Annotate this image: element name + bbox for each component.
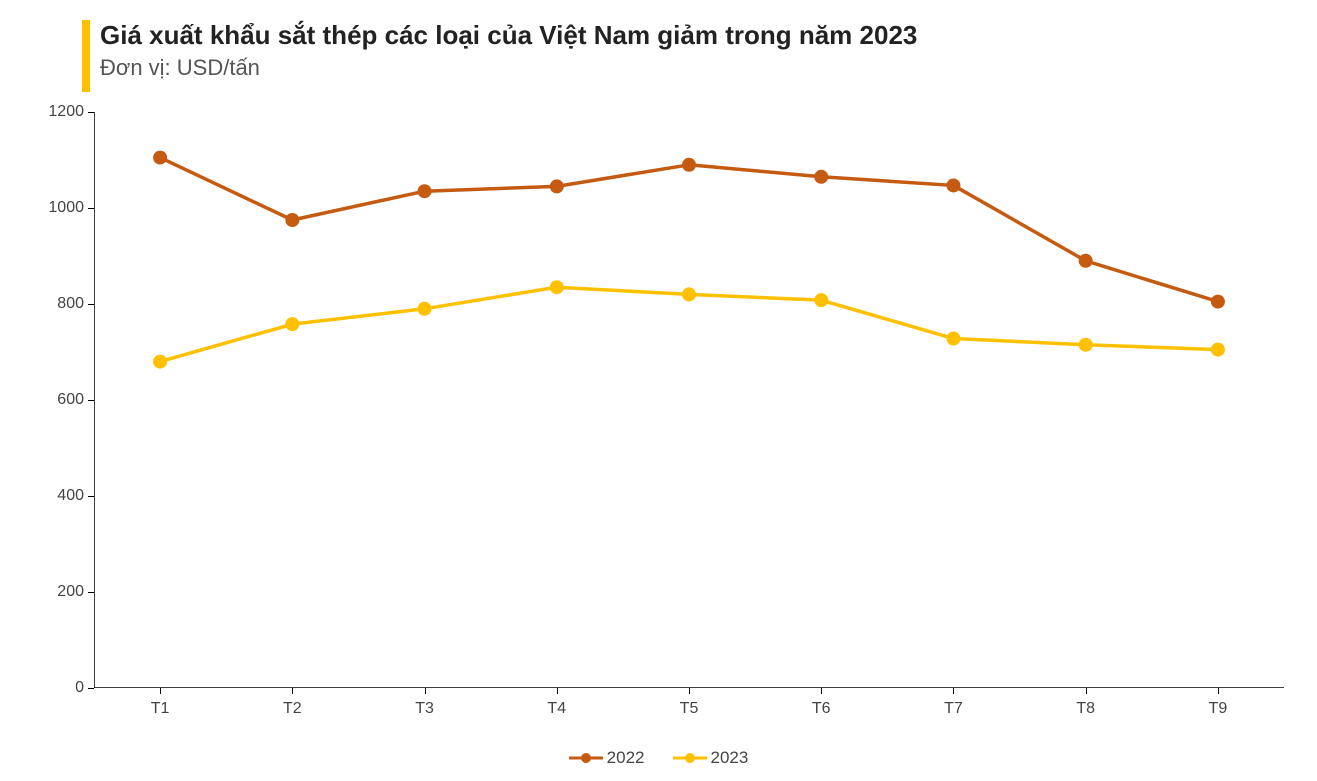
x-tick <box>821 688 822 694</box>
y-axis-label: 800 <box>57 295 84 313</box>
x-tick <box>689 688 690 694</box>
legend-swatch <box>569 751 603 765</box>
legend-label: 2022 <box>607 748 645 768</box>
series-marker <box>418 302 432 316</box>
series-marker <box>814 170 828 184</box>
y-tick <box>88 304 94 305</box>
series-marker <box>1211 295 1225 309</box>
legend: 2022 2023 <box>0 748 1317 768</box>
series-marker <box>418 184 432 198</box>
x-axis-label: T2 <box>283 700 302 718</box>
x-tick <box>160 688 161 694</box>
x-axis-label: T6 <box>812 700 831 718</box>
y-tick <box>88 688 94 689</box>
x-tick <box>953 688 954 694</box>
series-marker <box>1079 254 1093 268</box>
x-axis-label: T1 <box>151 700 170 718</box>
series-marker <box>1079 338 1093 352</box>
y-axis-label: 1200 <box>48 103 84 121</box>
x-tick <box>425 688 426 694</box>
y-axis-label: 200 <box>57 583 84 601</box>
y-axis-label: 0 <box>75 679 84 697</box>
x-tick <box>1218 688 1219 694</box>
x-tick <box>1086 688 1087 694</box>
legend-item: 2022 <box>569 748 645 768</box>
y-axis-label: 600 <box>57 391 84 409</box>
series-marker <box>814 293 828 307</box>
y-axis-label: 400 <box>57 487 84 505</box>
x-axis-label: T7 <box>944 700 963 718</box>
series-marker <box>946 178 960 192</box>
series-marker <box>946 332 960 346</box>
x-axis-label: T9 <box>1209 700 1228 718</box>
y-tick <box>88 112 94 113</box>
series-marker <box>550 179 564 193</box>
y-axis-label: 1000 <box>48 199 84 217</box>
x-axis-label: T8 <box>1076 700 1095 718</box>
y-tick <box>88 400 94 401</box>
series-marker <box>1211 343 1225 357</box>
series-marker <box>682 158 696 172</box>
legend-dot-icon <box>581 753 591 763</box>
y-tick <box>88 208 94 209</box>
series-marker <box>285 213 299 227</box>
chart-container: Giá xuất khẩu sắt thép các loại của Việt… <box>0 0 1317 781</box>
series-marker <box>550 280 564 294</box>
title-accent-bar <box>82 20 90 92</box>
legend-item: 2023 <box>673 748 749 768</box>
x-axis-label: T3 <box>415 700 434 718</box>
plot-area: 020040060080010001200T1T2T3T4T5T6T7T8T9 <box>94 112 1284 688</box>
y-tick <box>88 496 94 497</box>
series-marker <box>682 287 696 301</box>
series-line <box>160 158 1218 302</box>
plot-svg <box>94 112 1284 688</box>
chart-subtitle: Đơn vị: USD/tấn <box>100 55 917 81</box>
legend-dot-icon <box>685 753 695 763</box>
x-tick <box>292 688 293 694</box>
title-block: Giá xuất khẩu sắt thép các loại của Việt… <box>82 20 917 81</box>
legend-label: 2023 <box>711 748 749 768</box>
legend-swatch <box>673 751 707 765</box>
x-axis-label: T5 <box>680 700 699 718</box>
series-marker <box>285 317 299 331</box>
series-marker <box>153 355 167 369</box>
x-tick <box>557 688 558 694</box>
x-axis-label: T4 <box>547 700 566 718</box>
series-marker <box>153 151 167 165</box>
chart-title: Giá xuất khẩu sắt thép các loại của Việt… <box>100 20 917 51</box>
y-tick <box>88 592 94 593</box>
